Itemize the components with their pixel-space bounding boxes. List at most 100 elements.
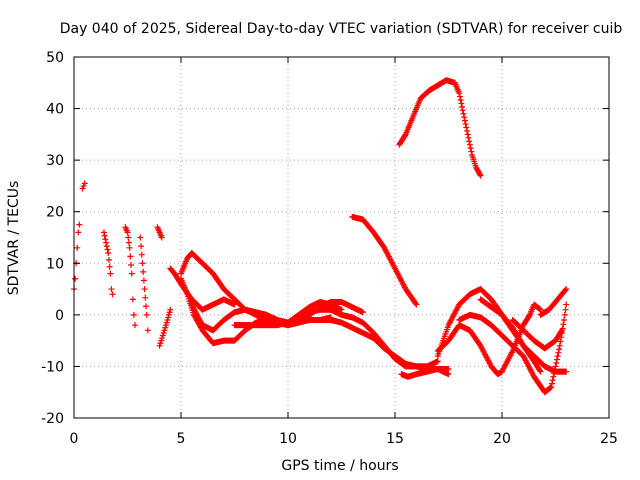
data-point	[130, 311, 137, 318]
data-point	[167, 306, 174, 313]
data-point	[458, 100, 465, 107]
series-arc-06	[154, 224, 165, 241]
data-point	[125, 239, 132, 246]
data-point	[102, 236, 109, 243]
series-arc-16	[396, 77, 484, 179]
y-tick-label: 20	[46, 205, 64, 221]
chart-title: Day 040 of 2025, Sidereal Day-to-day VTE…	[60, 21, 623, 37]
data-point	[139, 260, 146, 267]
series-arc-20	[456, 301, 570, 396]
data-point	[554, 353, 561, 360]
data-point	[143, 303, 150, 310]
x-tick-label: 20	[493, 431, 511, 447]
data-point	[108, 286, 115, 293]
y-tick-label: 30	[46, 153, 64, 169]
data-point	[464, 127, 471, 134]
series-arc-23	[537, 286, 570, 318]
data-point	[142, 294, 149, 301]
data-point	[141, 286, 148, 293]
series-arc-03	[100, 229, 116, 298]
x-axis-label: GPS time / hours	[281, 458, 398, 474]
data-point	[459, 103, 466, 110]
data-point	[561, 311, 568, 318]
data-point	[459, 107, 466, 114]
data-point	[456, 93, 463, 100]
data-point	[128, 262, 135, 269]
data-point	[462, 121, 469, 128]
series-arc-17	[398, 366, 452, 380]
data-point	[109, 291, 116, 298]
series-arc-22	[509, 317, 565, 352]
data-point	[466, 141, 473, 148]
data-point	[553, 359, 560, 366]
data-point	[465, 134, 472, 141]
data-point	[553, 356, 560, 363]
data-point	[137, 234, 144, 241]
data-point	[140, 277, 147, 284]
data-point	[106, 263, 113, 270]
data-point	[107, 270, 114, 277]
data-point	[537, 368, 544, 375]
data-point	[103, 239, 110, 246]
data-point	[557, 338, 564, 345]
data-point	[100, 229, 107, 236]
data-point	[434, 358, 441, 365]
data-point	[477, 172, 484, 179]
series-arc-07	[156, 306, 174, 349]
data-point	[413, 301, 420, 308]
data-point	[75, 229, 82, 236]
y-tick-label: 40	[46, 102, 64, 118]
data-point	[124, 229, 131, 236]
data-point	[549, 377, 556, 384]
plot-frame	[73, 56, 610, 419]
x-tick-label: 10	[279, 431, 297, 447]
grid	[74, 57, 609, 418]
x-tick-label: 5	[177, 431, 186, 447]
data-point	[126, 244, 133, 251]
y-tick-label: 10	[46, 256, 64, 272]
axis-ticks	[73, 56, 610, 419]
series-arc-13	[317, 317, 441, 370]
data-point	[125, 234, 132, 241]
data-point	[563, 301, 570, 308]
data-point	[548, 380, 555, 387]
data-point	[536, 367, 543, 374]
data-point	[464, 131, 471, 138]
data-point	[445, 366, 452, 373]
y-tick-label: -20	[41, 411, 64, 427]
data-point	[81, 180, 88, 187]
data-point	[560, 321, 567, 328]
data-point	[457, 96, 464, 103]
x-tick-label: 0	[70, 431, 79, 447]
data-point	[158, 234, 165, 241]
series-arc-15	[349, 213, 420, 308]
data-point	[138, 243, 145, 250]
series-arc-04	[122, 224, 138, 329]
data-point	[558, 328, 565, 335]
data-point	[127, 253, 134, 260]
data-point	[563, 368, 570, 375]
data-point	[558, 327, 565, 334]
data-point	[144, 327, 151, 334]
series-arc-01	[71, 221, 83, 293]
data-point	[129, 296, 136, 303]
series-arc-12	[231, 306, 334, 329]
data-point	[467, 145, 474, 152]
x-tick-label: 15	[386, 431, 404, 447]
data-point	[562, 306, 569, 313]
y-tick-label: 0	[55, 308, 64, 324]
y-axis-label: SDTVAR / TECUs	[6, 181, 22, 296]
data-point	[537, 306, 544, 313]
data-point	[466, 138, 473, 145]
data-point	[138, 251, 145, 258]
data-point	[561, 317, 568, 324]
data-point	[105, 256, 112, 263]
data-point	[476, 171, 483, 178]
data-point	[76, 221, 83, 228]
data-point	[556, 342, 563, 349]
data-point	[562, 287, 569, 294]
data-point	[550, 373, 557, 380]
series-arc-05	[137, 234, 151, 334]
data-point	[445, 371, 452, 378]
